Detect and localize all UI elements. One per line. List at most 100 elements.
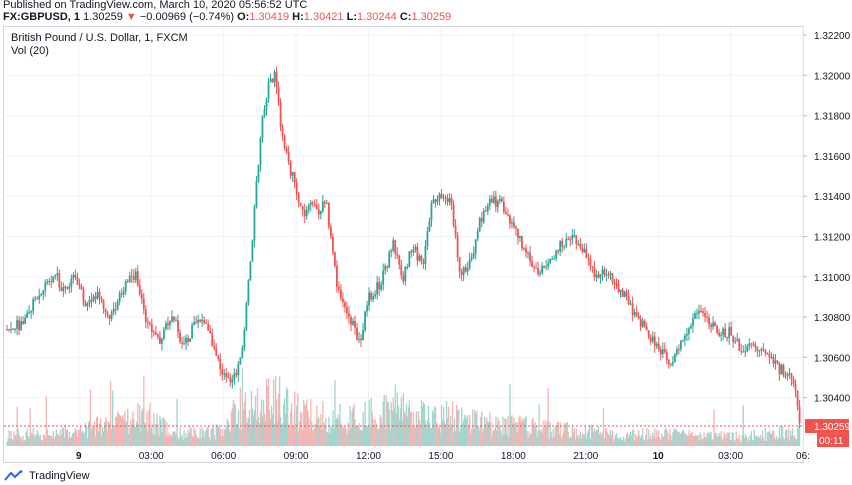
volume-bar — [249, 424, 252, 446]
candle-body — [350, 317, 352, 325]
volume-bar — [387, 402, 389, 446]
volume-bar — [277, 393, 280, 446]
candle-body — [205, 322, 208, 324]
volume-bar — [364, 401, 366, 446]
volume-bar — [534, 421, 536, 446]
volume-bar — [550, 432, 552, 446]
candle-body — [740, 350, 743, 352]
candle-body — [470, 257, 473, 260]
candle-body — [100, 297, 103, 301]
candle-body — [156, 334, 159, 337]
candle-body — [428, 220, 431, 232]
volume-bar — [646, 428, 648, 446]
volume-bar — [762, 437, 765, 446]
volume-bar — [394, 384, 396, 446]
volume-bar — [222, 436, 224, 446]
volume-legend: Vol (20) — [11, 45, 49, 57]
volume-bar — [741, 434, 743, 446]
volume-bar — [713, 409, 715, 446]
candle-body — [629, 303, 632, 305]
candle-body — [553, 258, 556, 260]
volume-bar — [608, 435, 611, 446]
footer-brand[interactable]: TradingView — [4, 470, 90, 482]
volume-bar — [26, 428, 28, 446]
candle-body — [364, 311, 366, 330]
volume-bar — [82, 432, 85, 446]
x-tick-label: 15:00 — [428, 451, 453, 462]
volume-bar — [684, 434, 686, 446]
volume-bar — [383, 394, 385, 446]
volume-bar — [698, 440, 700, 446]
price-change: −0.00969 (−0.74%) — [139, 11, 235, 23]
candle-body — [396, 254, 399, 256]
volume-bar — [471, 428, 473, 446]
volume-bar — [794, 438, 797, 446]
volume-bar — [497, 417, 499, 446]
candle-body — [60, 287, 63, 292]
volume-bar — [750, 431, 752, 446]
volume-bar — [293, 426, 295, 446]
volume-bar — [746, 440, 748, 446]
volume-bar — [7, 438, 9, 446]
volume-bar — [743, 438, 745, 446]
volume-bar — [25, 432, 27, 446]
candle-body — [647, 330, 650, 338]
candle-body — [201, 320, 204, 322]
volume-bar — [521, 418, 523, 446]
candle-body — [398, 255, 401, 265]
volume-bar — [460, 428, 462, 446]
volume-bar — [186, 437, 188, 446]
candle-body — [794, 383, 797, 391]
volume-bar — [106, 430, 109, 446]
volume-bar — [147, 431, 149, 446]
volume-bar — [175, 434, 177, 446]
volume-bar — [244, 392, 247, 446]
volume-bar — [366, 426, 368, 446]
candle-body — [132, 276, 135, 280]
candle-body — [382, 270, 385, 285]
volume-bar — [225, 426, 227, 446]
volume-bar — [323, 422, 325, 446]
volume-bar — [291, 403, 293, 446]
volume-bar — [424, 421, 427, 446]
volume-bar — [787, 428, 790, 446]
candle-body — [460, 271, 463, 276]
candle-body — [98, 291, 101, 298]
candle-body — [84, 303, 87, 307]
volume-bar — [545, 425, 547, 446]
volume-bar — [52, 430, 54, 446]
volume-bar — [628, 434, 631, 446]
volume-bar — [322, 400, 324, 446]
candle-body — [92, 296, 95, 302]
volume-bar — [326, 432, 328, 446]
volume-bar — [252, 415, 255, 446]
volume-bar — [709, 435, 711, 446]
volume-bar — [678, 431, 680, 446]
volume-bar — [55, 429, 57, 446]
candle-body — [130, 275, 133, 277]
volume-bar — [40, 440, 42, 446]
volume-bar — [610, 434, 613, 446]
y-tick-label: 1.31400 — [814, 192, 851, 203]
candle-body — [197, 319, 200, 323]
x-tick-label: 09:00 — [284, 451, 309, 462]
candle-body — [531, 261, 533, 267]
volume-bar — [348, 430, 350, 446]
candle-body — [786, 373, 789, 377]
volume-bar — [198, 439, 200, 446]
volume-bar — [796, 427, 799, 446]
volume-bar — [235, 424, 238, 446]
volume-bar — [609, 429, 612, 446]
candle-body — [12, 328, 14, 330]
volume-bar — [673, 429, 675, 446]
volume-bar — [516, 432, 518, 446]
candle-body — [104, 308, 107, 313]
candle-body — [259, 137, 262, 165]
candle-body — [122, 291, 125, 295]
candle-body — [402, 275, 405, 282]
candle-body — [38, 295, 41, 300]
candle-body — [271, 78, 274, 83]
volume-bar — [305, 403, 307, 446]
volume-bar — [742, 405, 744, 446]
